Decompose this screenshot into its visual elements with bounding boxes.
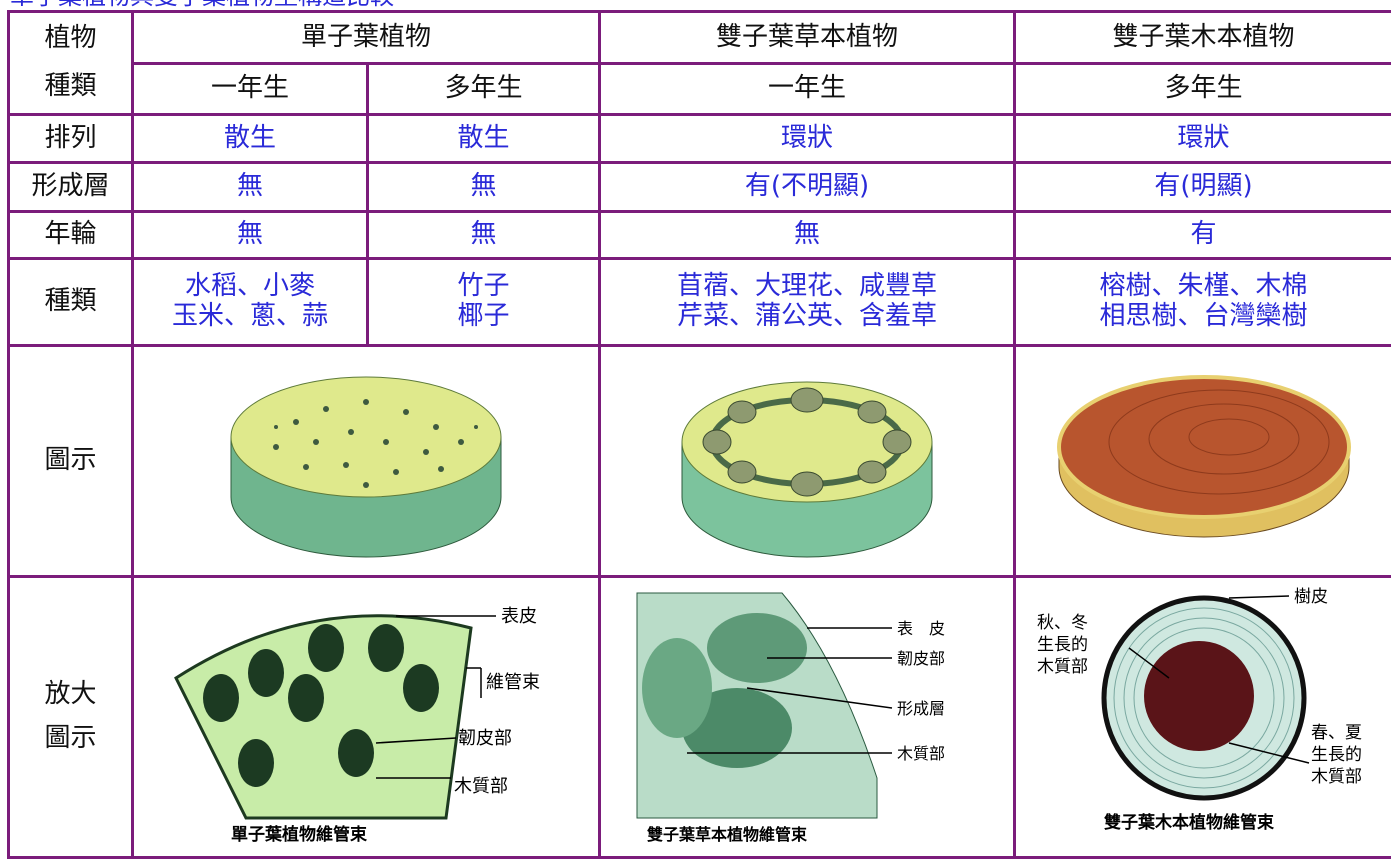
zoom-label: 木質部 [454,776,508,797]
group-header: 雙子葉草本植物 [600,12,1015,64]
data-cell: 有 [1015,212,1391,259]
cell-text: 種類 [10,72,131,102]
row-label: 形成層 [9,163,133,212]
zoom-cell: 樹皮 秋、冬生長的木質部 春、夏生長的木質部 雙子葉木本植物維管束 [1015,576,1391,857]
zoom-label: 表 皮 [897,619,945,638]
zoom-label: 秋、冬生長的木質部 [1037,613,1088,677]
data-row: 形成層無無有(不明顯)有(明顯) [9,163,1391,212]
data-cell: 散生 [368,115,600,163]
comparison-table: 植物種類 單子葉植物 雙子葉草本植物 雙子葉木本植物 一年生 多年生 一年生 多… [7,10,1391,859]
zoom-label: 木質部 [897,744,945,763]
zoom-caption: 單子葉植物維管束 [231,824,367,845]
life-header: 一年生 [133,64,368,115]
zoom-caption: 雙子葉草本植物維管束 [647,825,808,844]
zoom-label: 維管束 [486,672,540,693]
data-cell: 無 [368,163,600,212]
zoom-row: 放大圖示 表皮 維管束 韌皮部 木質部 單子葉植物維管束 表 皮 韌皮部 形成層… [9,576,1391,857]
data-cell: 無 [133,163,368,212]
zoom-label: 韌皮部 [458,728,512,749]
dicot-herb-disc [607,347,1007,567]
group-header: 雙子葉木本植物 [1015,12,1391,64]
cell-line: 苜蓿、大理花、咸豐草 [601,272,1013,302]
data-cell: 有(不明顯) [600,163,1015,212]
zoom-label: 春、夏生長的木質部 [1311,723,1362,787]
life-header: 多年生 [1015,64,1391,115]
figure-row: 圖示 [9,346,1391,577]
life-header: 多年生 [368,64,600,115]
page-title: 單子葉植物與雙子葉植物莖構造比較 [10,0,394,10]
zoom-label: 表皮 [501,606,537,627]
zoom-label: 形成層 [897,699,945,718]
figure-cell [133,346,600,577]
data-cell: 水稻、小麥玉米、蔥、蒜 [133,259,368,346]
cell-line: 相思樹、台灣欒樹 [1016,302,1391,332]
row-label: 放大圖示 [9,576,133,857]
data-row: 種類水稻、小麥玉米、蔥、蒜竹子椰子苜蓿、大理花、咸豐草芹菜、蒲公英、含羞草榕樹、… [9,259,1391,346]
data-cell: 無 [133,212,368,259]
zoom-label: 樹皮 [1294,587,1328,607]
corner-cell: 植物種類 [9,12,133,115]
data-cell: 散生 [133,115,368,163]
zoom-cell: 表 皮 韌皮部 形成層 木質部 雙子葉草本植物維管束 [600,576,1015,857]
monocot-disc [136,347,596,567]
data-cell: 有(明顯) [1015,163,1391,212]
cell-text: 植物 [10,24,131,54]
data-cell: 無 [368,212,600,259]
zoom-caption: 雙子葉木本植物維管束 [1104,812,1274,833]
header-row: 植物種類 單子葉植物 雙子葉草本植物 雙子葉木本植物 [9,12,1391,64]
row-label: 排列 [9,115,133,163]
cell-text: 圖示 [10,724,131,754]
data-cell: 無 [600,212,1015,259]
data-cell: 竹子椰子 [368,259,600,346]
row-label: 種類 [9,259,133,346]
figure-cell [600,346,1015,577]
figure-cell [1015,346,1391,577]
cell-text: 放大 [10,680,131,710]
cell-line: 榕樹、朱槿、木棉 [1016,272,1391,302]
dicot-wood-disc [1019,347,1389,567]
header-row: 一年生 多年生 一年生 多年生 [9,64,1391,115]
data-row: 排列散生散生環狀環狀 [9,115,1391,163]
dicot-wood-zoom: 樹皮 秋、冬生長的木質部 春、夏生長的木質部 雙子葉木本植物維管束 [1019,578,1389,848]
cell-line: 椰子 [369,302,598,332]
dicot-herb-zoom: 表 皮 韌皮部 形成層 木質部 雙子葉草本植物維管束 [607,578,1007,848]
zoom-label: 韌皮部 [897,649,945,668]
row-label: 年輪 [9,212,133,259]
cell-line: 水稻、小麥 [134,272,366,302]
life-header: 一年生 [600,64,1015,115]
data-cell: 環狀 [600,115,1015,163]
data-row: 年輪無無無有 [9,212,1391,259]
cell-line: 竹子 [369,272,598,302]
data-cell: 苜蓿、大理花、咸豐草芹菜、蒲公英、含羞草 [600,259,1015,346]
group-header: 單子葉植物 [133,12,600,64]
data-cell: 榕樹、朱槿、木棉相思樹、台灣欒樹 [1015,259,1391,346]
data-cell: 環狀 [1015,115,1391,163]
cell-line: 芹菜、蒲公英、含羞草 [601,302,1013,332]
zoom-cell: 表皮 維管束 韌皮部 木質部 單子葉植物維管束 [133,576,600,857]
monocot-zoom: 表皮 維管束 韌皮部 木質部 單子葉植物維管束 [136,578,596,848]
cell-line: 玉米、蔥、蒜 [134,302,366,332]
row-label: 圖示 [9,346,133,577]
table-body: 排列散生散生環狀環狀形成層無無有(不明顯)有(明顯)年輪無無無有種類水稻、小麥玉… [9,115,1391,346]
